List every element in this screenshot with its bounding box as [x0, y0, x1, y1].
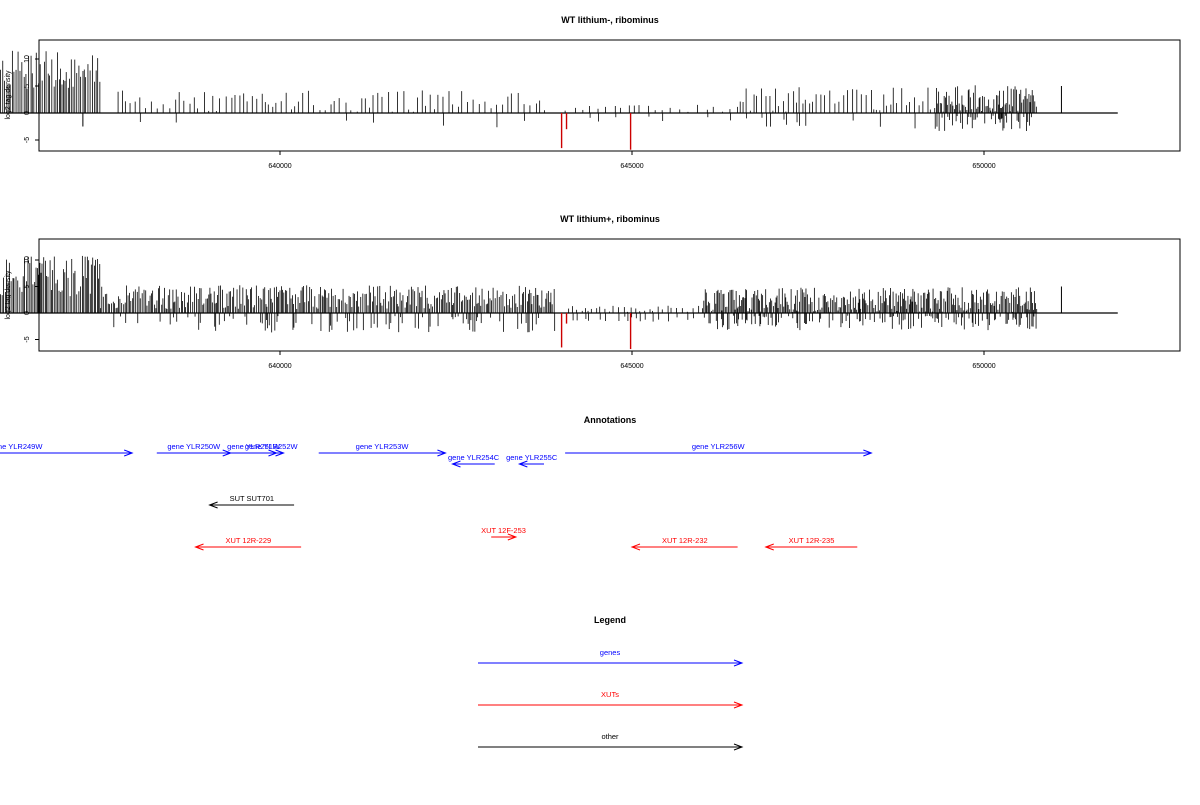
x-axis: 640000 645000 650000: [268, 151, 996, 170]
arrowhead-icon: [733, 743, 744, 751]
y-tick-label: 10: [24, 256, 31, 264]
x-axis: 640000 645000 650000: [268, 351, 996, 370]
feature-label: XUT 12R-235: [789, 536, 835, 545]
legend-title: Legend: [594, 615, 626, 625]
feature-label: gene YLR252W: [245, 442, 299, 451]
arrowhead-icon: [194, 543, 204, 551]
y-tick-label: 5: [24, 284, 31, 288]
y-tick-label: 0: [24, 111, 31, 115]
x-tick-label: 650000: [972, 363, 995, 370]
legend-label: other: [601, 732, 619, 741]
y-tick-label: 5: [24, 84, 31, 88]
panel-title: WT lithium-, ribominus: [561, 15, 659, 25]
arrowhead-icon: [764, 543, 774, 551]
y-axis: -5 0 5 10: [24, 55, 39, 143]
plot-frame: [38, 238, 1181, 352]
x-tick-label: 640000: [268, 363, 291, 370]
feature-label: XUT 12R-232: [662, 536, 708, 545]
y-axis-label: log2 tag density: [5, 70, 12, 120]
arrowhead-icon: [451, 460, 461, 468]
annotations-title: Annotations: [584, 415, 637, 425]
annotations-track: Annotations gene YLR249W gene YLR250W gene…: [0, 415, 873, 551]
y-axis: -5 0 5 10: [24, 256, 39, 343]
x-tick-label: 645000: [620, 163, 643, 170]
feature-label: gene YLR253W: [356, 442, 410, 451]
feature-label: gene YLR255C: [506, 453, 558, 462]
arrowhead-icon: [733, 701, 744, 709]
feature-label: gene YLR251W: [227, 442, 281, 451]
feature-label: SUT SUT701: [230, 494, 274, 503]
legend: Legend genes XUTs other: [478, 615, 744, 751]
arrowhead-icon: [275, 449, 285, 457]
bar-series: [0, 255, 1118, 350]
feature-label: gene YLR249W: [0, 442, 43, 451]
arrowhead-icon: [437, 449, 447, 457]
feature-label: gene YLR254C: [448, 453, 500, 462]
feature-label: gene YLR256W: [692, 442, 746, 451]
arrowhead-icon: [863, 449, 873, 457]
feature-label: gene YLR250W: [167, 442, 221, 451]
legend-label: XUTs: [601, 690, 619, 699]
arrowhead-icon: [123, 449, 134, 457]
y-tick-label: 0: [24, 311, 31, 315]
arrowhead-icon: [733, 659, 744, 667]
arrowhead-icon: [517, 460, 528, 468]
y-tick-label: -5: [24, 137, 31, 143]
x-tick-label: 645000: [620, 363, 643, 370]
bar-series: [0, 50, 1118, 150]
track-panel-lithium-minus: WT lithium-, ribominus log2 tag density …: [0, 15, 1181, 170]
feature-label: XUT 12R-229: [225, 536, 271, 545]
feature-label: XUT 12F-253: [481, 526, 526, 535]
panel-title: WT lithium+, ribominus: [560, 214, 660, 224]
arrowhead-icon: [507, 533, 518, 541]
plot-frame: [38, 39, 1181, 152]
y-tick-label: -5: [24, 336, 31, 342]
legend-items: genes XUTs other: [478, 648, 744, 751]
arrowhead-icon: [630, 543, 641, 551]
x-tick-label: 640000: [268, 163, 291, 170]
x-tick-label: 650000: [972, 163, 995, 170]
y-tick-label: 10: [24, 55, 31, 63]
arrowhead-icon: [208, 501, 218, 509]
legend-label: genes: [600, 648, 621, 657]
track-panel-lithium-plus: WT lithium+, ribominus log2 tag density …: [0, 214, 1181, 370]
